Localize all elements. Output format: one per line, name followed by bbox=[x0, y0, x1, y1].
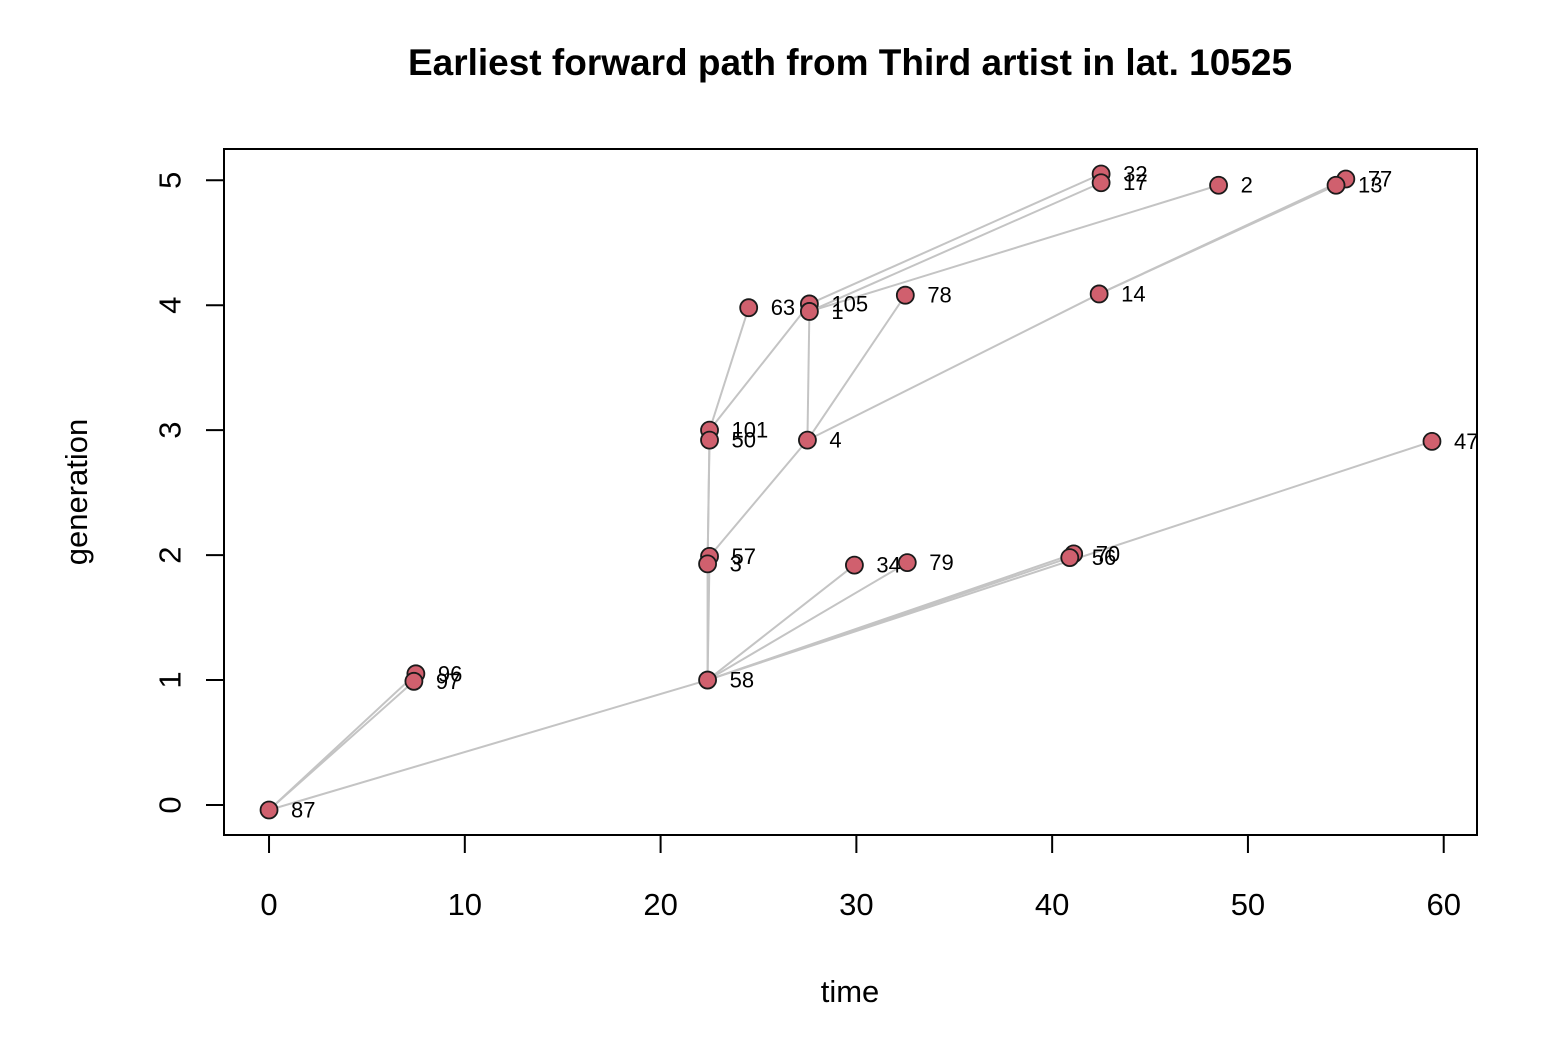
edge-line bbox=[808, 173, 1102, 305]
point-label: 32 bbox=[1123, 161, 1147, 186]
data-point bbox=[1091, 173, 1111, 193]
data-point bbox=[897, 553, 917, 572]
x-tick-label: 50 bbox=[1231, 887, 1265, 922]
point-label: 56 bbox=[1092, 545, 1116, 570]
point-label: 70 bbox=[1096, 541, 1120, 566]
edge-line bbox=[706, 564, 856, 681]
point-label: 96 bbox=[438, 661, 462, 686]
edge-line bbox=[806, 311, 811, 441]
x-tick-label: 10 bbox=[448, 887, 482, 922]
point-label: 50 bbox=[732, 428, 756, 453]
y-tick-label: 1 bbox=[153, 671, 188, 688]
point-label: 1 bbox=[831, 299, 843, 324]
point-label: 79 bbox=[929, 550, 953, 575]
data-point bbox=[1060, 548, 1080, 568]
y-tick-label: 3 bbox=[153, 422, 188, 439]
point-label: 34 bbox=[876, 553, 900, 578]
x-axis: 0 10 20 30 40 50 60 bbox=[260, 834, 1461, 922]
point-label: 17 bbox=[1123, 170, 1147, 195]
point-label: 101 bbox=[732, 418, 769, 443]
edge-line bbox=[707, 561, 908, 681]
x-tick-label: 60 bbox=[1426, 887, 1460, 922]
point-label: 57 bbox=[732, 544, 756, 569]
edge-line bbox=[708, 307, 750, 431]
edge-line bbox=[1098, 184, 1337, 295]
data-point bbox=[700, 430, 719, 450]
point-label: 2 bbox=[1241, 173, 1253, 198]
data-point bbox=[404, 671, 424, 691]
point-label: 87 bbox=[291, 798, 315, 823]
data-point bbox=[739, 298, 759, 318]
data-point bbox=[799, 302, 819, 321]
data-point bbox=[698, 554, 717, 574]
edge-line bbox=[806, 293, 1100, 442]
data-point bbox=[259, 800, 279, 820]
y-axis: 0 1 2 3 4 5 bbox=[153, 172, 225, 814]
y-tick-label: 0 bbox=[153, 796, 188, 813]
y-tick-label: 4 bbox=[153, 297, 188, 314]
y-tick-label: 5 bbox=[153, 172, 188, 189]
x-axis-title: time bbox=[821, 974, 880, 1009]
edge-line bbox=[708, 439, 809, 557]
edge-line bbox=[708, 303, 811, 431]
point-layer bbox=[259, 164, 1442, 820]
chart-title: Earliest forward path from Third artist … bbox=[408, 42, 1292, 83]
point-label: 4 bbox=[829, 428, 841, 453]
point-label: 14 bbox=[1121, 281, 1145, 306]
data-point bbox=[1089, 284, 1109, 304]
edge-line bbox=[268, 679, 708, 811]
point-label: 105 bbox=[831, 291, 868, 316]
x-tick-label: 0 bbox=[260, 887, 277, 922]
data-point bbox=[1209, 175, 1228, 195]
point-label: 78 bbox=[927, 283, 951, 308]
x-tick-label: 20 bbox=[643, 887, 677, 922]
edge-line bbox=[806, 294, 907, 441]
edge-layer bbox=[268, 173, 1433, 811]
y-tick-label: 2 bbox=[153, 546, 188, 563]
edge-line bbox=[809, 184, 1219, 313]
edge-line bbox=[268, 680, 415, 811]
point-label: 47 bbox=[1454, 429, 1478, 454]
x-tick-label: 30 bbox=[839, 887, 873, 922]
data-point bbox=[798, 430, 817, 450]
point-label: 77 bbox=[1368, 166, 1392, 191]
plot-frame bbox=[223, 148, 1478, 836]
point-label: 58 bbox=[730, 668, 754, 693]
data-point bbox=[895, 285, 915, 305]
x-tick-label: 40 bbox=[1035, 887, 1069, 922]
point-label: 63 bbox=[771, 295, 795, 320]
data-point bbox=[1422, 431, 1442, 451]
data-point bbox=[845, 555, 864, 575]
point-label: 13 bbox=[1358, 173, 1382, 198]
point-label: 3 bbox=[730, 551, 742, 576]
edge-line bbox=[808, 181, 1102, 313]
data-point bbox=[1326, 175, 1346, 195]
point-label: 97 bbox=[436, 669, 460, 694]
y-axis-title: generation bbox=[59, 419, 94, 566]
data-point bbox=[698, 670, 717, 690]
edge-line bbox=[706, 440, 711, 564]
